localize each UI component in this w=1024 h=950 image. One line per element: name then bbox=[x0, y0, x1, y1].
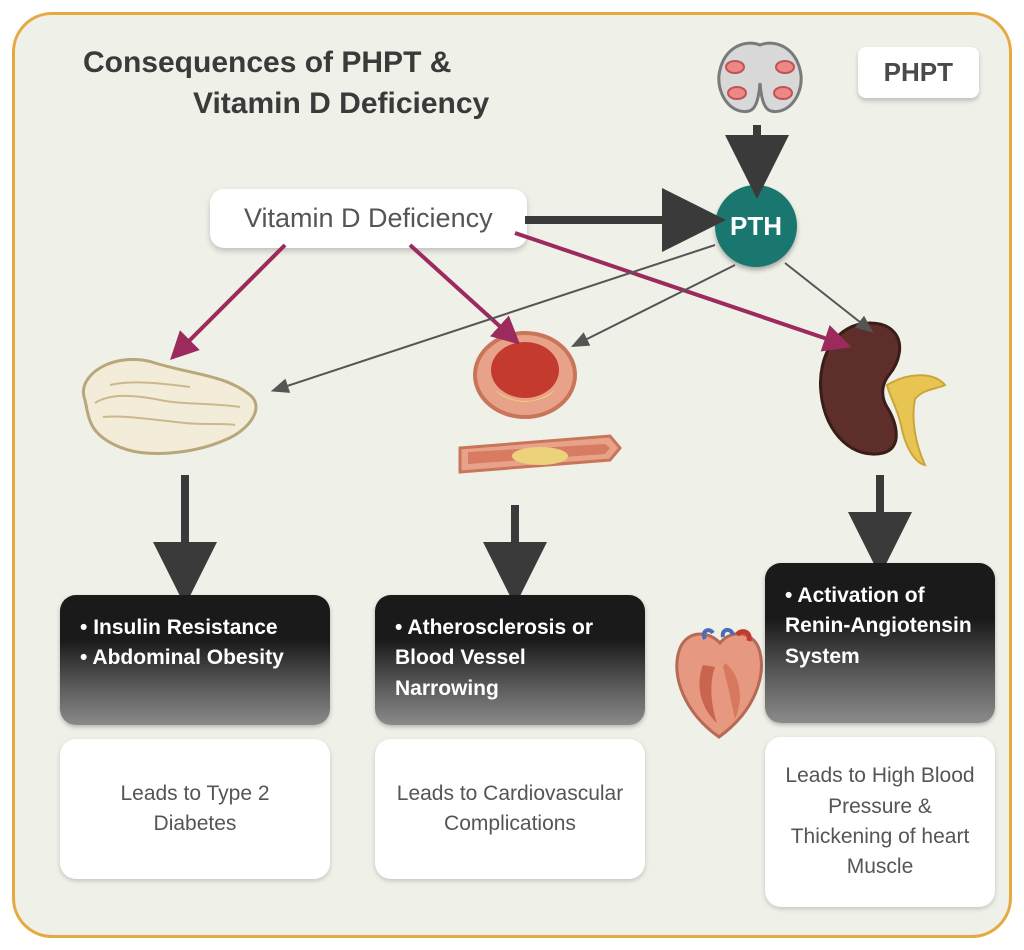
effect-item: Abdominal Obesity bbox=[80, 643, 310, 673]
kidney-outcome-box: Leads to High Blood Pressure & Thickenin… bbox=[765, 737, 995, 907]
effect-item: Activation of Renin-Angiotensin System bbox=[785, 581, 975, 672]
vessel-outcome-box: Leads to Cardiovascular Complications bbox=[375, 739, 645, 879]
column-kidney: Activation of Renin-Angiotensin System L… bbox=[765, 563, 995, 907]
vitd-to-vessel-arrow bbox=[410, 245, 515, 340]
effect-item: Insulin Resistance bbox=[80, 613, 310, 643]
vitd-to-pancreas-arrow bbox=[175, 245, 285, 355]
pancreas-outcome-box: Leads to Type 2 Diabetes bbox=[60, 739, 330, 879]
vitd-to-kidney-arrow bbox=[515, 233, 845, 345]
kidney-effects-box: Activation of Renin-Angiotensin System bbox=[765, 563, 995, 723]
pancreas-effects-box: Insulin Resistance Abdominal Obesity bbox=[60, 595, 330, 725]
column-vessel: Atherosclerosis or Blood Vessel Narrowin… bbox=[375, 595, 645, 879]
column-pancreas: Insulin Resistance Abdominal Obesity Lea… bbox=[60, 595, 330, 879]
vessel-effects-box: Atherosclerosis or Blood Vessel Narrowin… bbox=[375, 595, 645, 725]
pth-to-vessel-arrow bbox=[575, 265, 735, 345]
diagram-frame: Consequences of PHPT & Vitamin D Deficie… bbox=[12, 12, 1012, 938]
pth-to-kidney-arrow bbox=[785, 263, 870, 330]
effect-item: Atherosclerosis or Blood Vessel Narrowin… bbox=[395, 613, 625, 704]
pth-to-pancreas-arrow bbox=[275, 245, 715, 390]
